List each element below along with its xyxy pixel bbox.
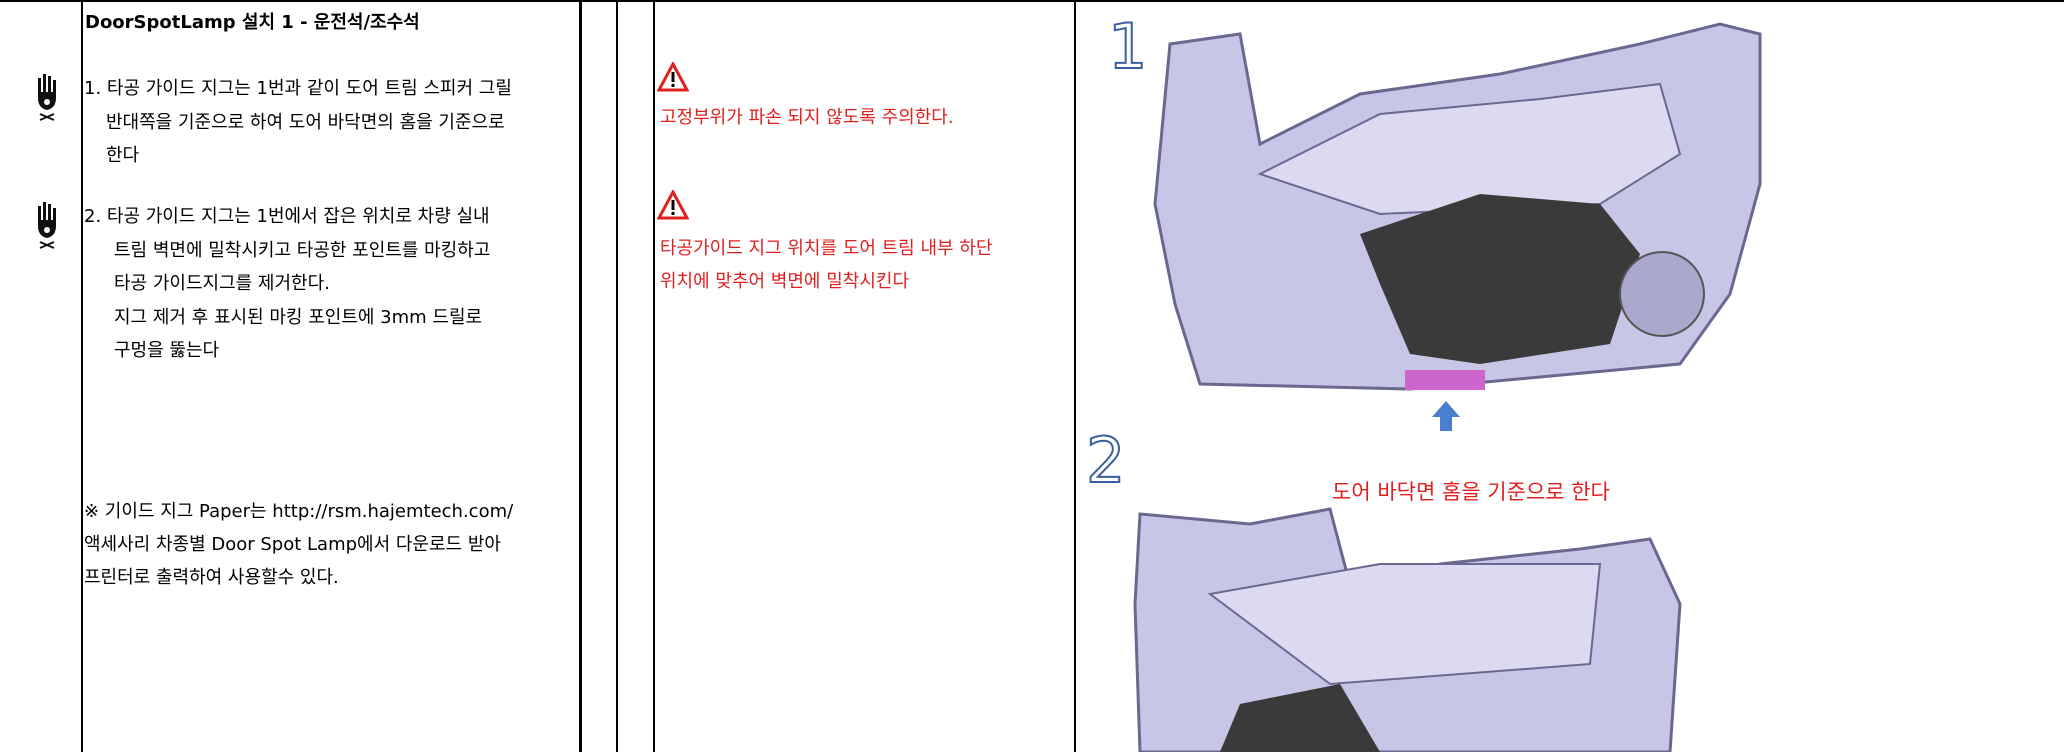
step-text: 2. 타공 가이드 지그는 1번에서 잡은 위치로 차량 실내 <box>84 206 490 227</box>
image-number: 2 <box>1085 423 1126 498</box>
door-images <box>1133 22 1762 752</box>
warning-text: 타공가이드 지그 위치를 도어 트림 내부 하단 <box>660 238 993 259</box>
col-line <box>653 0 655 752</box>
hand-icon <box>38 202 56 249</box>
col-line <box>616 0 618 752</box>
step-text: 타공 가이드지그를 제거한다. <box>114 273 330 294</box>
step-text: 1. 타공 가이드 지그는 1번과 같이 도어 트림 스피커 그릴 <box>84 78 512 99</box>
step-text: 구멍을 뚫는다 <box>114 340 220 361</box>
col-line <box>579 0 582 752</box>
note-text: 프린터로 출력하여 사용할수 있다. <box>84 567 339 588</box>
warning-text: 고정부위가 파손 되지 않도록 주의한다. <box>660 107 954 128</box>
warning-icon <box>657 62 689 92</box>
step-text: 지그 제거 후 표시된 마킹 포인트에 3mm 드릴로 <box>114 306 483 328</box>
image-number: 1 <box>1107 9 1148 84</box>
note-text: ※ 기이드 지그 Paper는 http://rsm.hajemtech.com… <box>84 501 514 522</box>
step-text: 한다 <box>106 145 140 166</box>
note-text: 액세사리 차종별 Door Spot Lamp에서 다운로드 받아 <box>84 534 501 555</box>
image-caption: 도어 바닥면 홈을 기준으로 한다 <box>1332 480 1610 504</box>
warning-text: 위치에 맞추어 벽면에 밀착시킨다 <box>660 271 910 292</box>
col-line <box>1074 0 1076 752</box>
hand-icon <box>38 74 56 121</box>
warning-icon <box>657 190 689 220</box>
col-line <box>81 0 83 752</box>
step-text: 트림 벽면에 밀착시키고 타공한 포인트를 마킹하고 <box>114 239 491 261</box>
step-text: 반대쪽을 기준으로 하여 도어 바닥면의 홈을 기준으로 <box>106 111 505 133</box>
top-border <box>0 0 2064 2</box>
title: DoorSpotLamp 설치 1 - 운전석/조수석 <box>85 12 420 33</box>
